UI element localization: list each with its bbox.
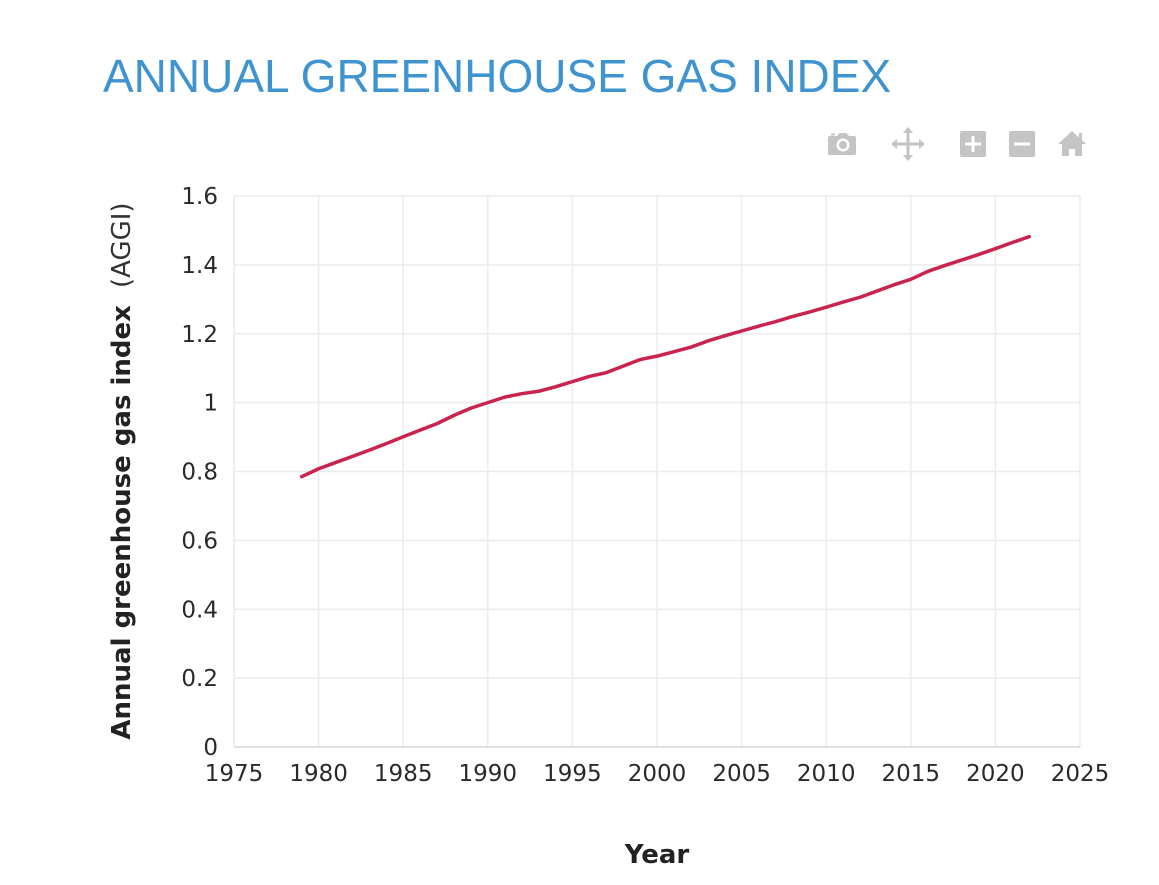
x-tick-label: 1990 bbox=[459, 761, 518, 787]
camera-icon bbox=[828, 133, 856, 155]
pan-icon bbox=[891, 127, 925, 161]
plot-modebar bbox=[822, 124, 1092, 164]
zoom-in-button[interactable] bbox=[953, 124, 993, 164]
y-tick-label: 0 bbox=[203, 735, 218, 761]
x-tick-label: 2015 bbox=[882, 761, 941, 787]
y-tick-label: 0.2 bbox=[181, 666, 218, 692]
x-axis-title: Year bbox=[624, 840, 690, 870]
y-axis-title-main: Annual greenhouse gas index bbox=[107, 305, 137, 740]
reset-axes-button[interactable] bbox=[1052, 124, 1092, 164]
x-tick-label: 1980 bbox=[289, 761, 348, 787]
axes bbox=[233, 196, 1080, 748]
y-tick-label: 0.6 bbox=[181, 528, 218, 554]
x-tick-label: 1975 bbox=[205, 761, 264, 787]
gridlines bbox=[233, 195, 1081, 747]
x-tick-label: 2005 bbox=[712, 761, 771, 787]
page-title: ANNUAL GREENHOUSE GAS INDEX bbox=[103, 50, 892, 102]
x-tick-label: 1995 bbox=[543, 761, 602, 787]
zoom-out-icon bbox=[1009, 131, 1035, 157]
zoom-out-button[interactable] bbox=[1002, 124, 1042, 164]
zoom-in-icon bbox=[960, 131, 986, 157]
series-layer bbox=[299, 234, 1031, 479]
x-tick-label: 2010 bbox=[797, 761, 856, 787]
home-icon bbox=[1058, 131, 1086, 156]
y-tick-label: 0.8 bbox=[181, 460, 218, 486]
y-axis-title: Annual greenhouse gas index (AGGI) bbox=[107, 202, 137, 739]
pan-button[interactable] bbox=[888, 124, 928, 164]
y-tick-label: 1.6 bbox=[181, 184, 218, 210]
y-tick-label: 1.4 bbox=[181, 253, 218, 279]
y-axis-title-unit: (AGGI) bbox=[107, 202, 137, 288]
x-tick-label: 1985 bbox=[374, 761, 433, 787]
tick-labels: 1975 1980 1985 1990 1995 2000 2005 2010 2015 2020… bbox=[181, 184, 1109, 787]
download-plot-button[interactable] bbox=[822, 124, 862, 164]
x-tick-label: 2000 bbox=[628, 761, 687, 787]
y-tick-label: 1.2 bbox=[181, 322, 218, 348]
y-tick-label: 1 bbox=[203, 391, 218, 417]
y-tick-label: 0.4 bbox=[181, 597, 218, 623]
series-line[interactable] bbox=[299, 234, 1031, 479]
x-tick-label: 2020 bbox=[966, 761, 1025, 787]
x-tick-label: 2025 bbox=[1051, 761, 1110, 787]
